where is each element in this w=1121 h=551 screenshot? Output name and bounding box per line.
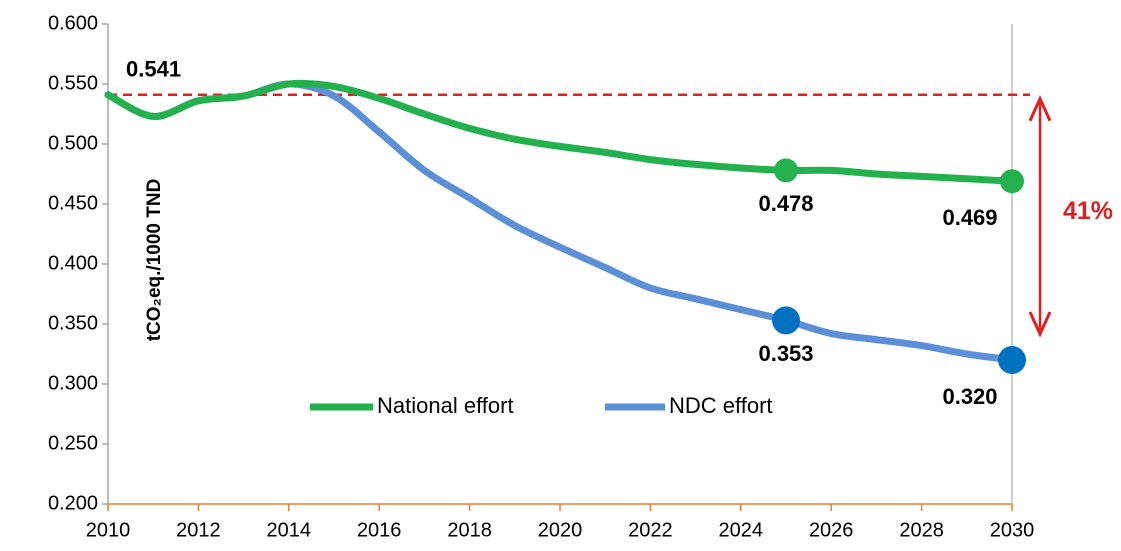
y-tick-label: 0.250 [48,432,98,454]
series-line [104,80,1016,364]
x-tick-label: 2014 [267,519,312,541]
y-tick-label: 0.300 [48,372,98,394]
marker [998,346,1026,374]
x-tick-label: 2024 [719,519,764,541]
label-background [938,381,1002,411]
data-label: 0.320 [942,384,997,409]
data-label: 0.353 [758,341,813,366]
x-tick-label: 2018 [447,519,492,541]
arrow-head [1028,95,1052,122]
x-tick-label: 2016 [357,519,402,541]
x-tick-label: 2028 [899,519,944,541]
legend-label: NDC effort [669,393,773,418]
marker [774,158,798,183]
series-line [104,79,1016,185]
y-tick-label: 0.600 [48,12,98,34]
y-tick-label: 0.400 [48,252,98,274]
data-label: 0.541 [126,57,181,82]
data-label: 0.469 [942,205,997,230]
x-tick-label: 2020 [538,519,583,541]
marker [772,306,800,335]
y-tick-label: 0.450 [48,192,98,214]
label-background [938,203,1002,233]
legend-label: National effort [377,393,514,418]
x-tick-label: 2026 [809,519,854,541]
x-tick-label: 2022 [628,519,673,541]
annotation: 41% [1063,197,1113,225]
x-tick-label: 2012 [176,519,221,541]
x-tick-label: 2010 [86,519,131,541]
arrow-head [1028,311,1052,338]
marker [1000,169,1024,194]
x-tick-label: 2030 [990,519,1035,541]
y-tick-label: 0.200 [48,492,98,514]
y-axis-label: tCO₂eq./1000 TND [144,179,165,342]
data-label: 0.478 [758,191,813,216]
y-tick-label: 0.350 [48,312,98,334]
y-tick-label: 0.500 [48,132,98,154]
y-tick-label: 0.550 [48,72,98,94]
